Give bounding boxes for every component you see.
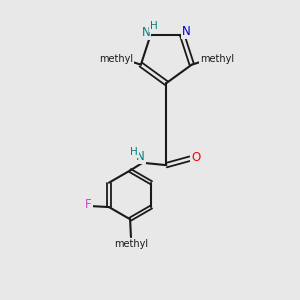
Text: N: N bbox=[142, 26, 150, 40]
Text: F: F bbox=[85, 199, 92, 212]
Text: N: N bbox=[136, 150, 145, 163]
Text: O: O bbox=[191, 151, 201, 164]
Text: methyl: methyl bbox=[115, 238, 148, 249]
Text: H: H bbox=[130, 147, 138, 157]
Text: methyl: methyl bbox=[99, 54, 133, 64]
Text: methyl: methyl bbox=[200, 54, 234, 64]
Text: H: H bbox=[150, 21, 158, 31]
Text: N: N bbox=[182, 25, 190, 38]
